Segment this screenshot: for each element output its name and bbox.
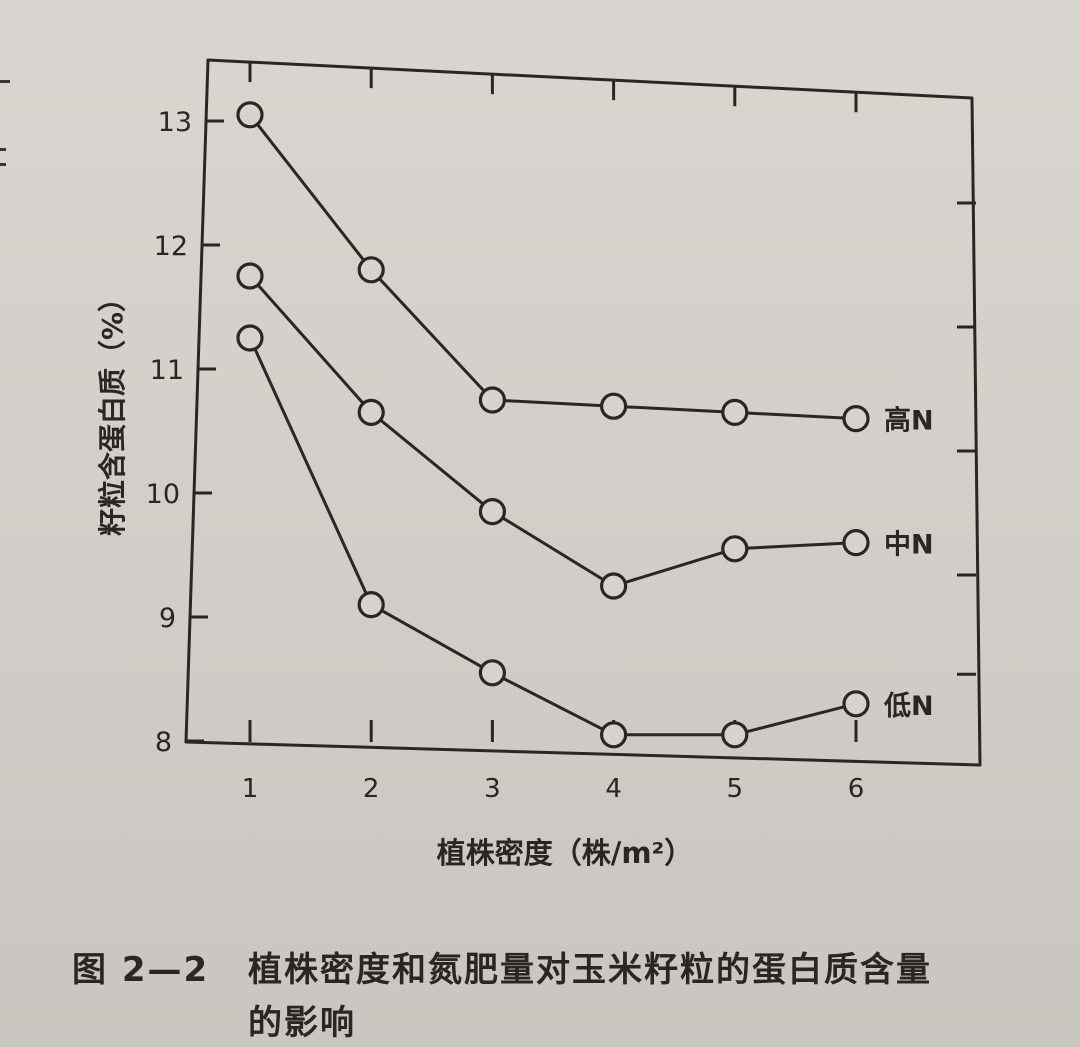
series-line [248, 337, 857, 737]
data-point [721, 398, 749, 426]
figure-caption-line1: 植株密度和氮肥量对玉米籽粒的蛋白质含量 [248, 950, 932, 990]
page-edge-mark [0, 148, 6, 151]
data-point [842, 405, 870, 433]
x-tick-label: 3 [484, 774, 501, 804]
data-point [599, 572, 628, 600]
x-tick-label: 5 [727, 774, 744, 804]
data-point [478, 498, 506, 526]
x-tick-label: 4 [605, 774, 622, 804]
data-point [236, 101, 264, 129]
data-point [842, 528, 870, 557]
y-axis-label: 籽粒含蛋白质（%） [96, 284, 129, 536]
y-tick-label: 10 [146, 479, 180, 510]
data-point [721, 535, 749, 563]
x-tick-label: 6 [848, 774, 865, 804]
series-line [248, 275, 857, 588]
figure-number: 图 2—2 [72, 950, 210, 990]
data-point [357, 590, 385, 619]
data-point [478, 386, 506, 414]
y-tick-label: 12 [154, 231, 188, 262]
data-point [236, 324, 264, 352]
y-tick-label: 13 [158, 107, 192, 138]
x-tick-label: 2 [363, 774, 380, 804]
x-tick-label: 1 [242, 774, 259, 804]
y-tick-label: 9 [159, 603, 176, 634]
series-line [248, 113, 857, 421]
data-point [236, 262, 264, 290]
data-point [842, 690, 870, 718]
data-point [357, 398, 385, 426]
protein-chart: 1 2 3 4 5 68910111213高N中N低N籽粒含蛋白质（%）植株密度（株/m²… [96, 58, 982, 870]
data-point [599, 392, 628, 420]
y-tick-label: 8 [155, 727, 172, 758]
series-label: 低N [883, 691, 934, 722]
data-point [357, 256, 385, 284]
y-tick-label: 11 [150, 355, 184, 386]
x-axis-label: 植株密度（株/m²） [437, 836, 694, 870]
figure-caption-line2: 的影响 [248, 1003, 356, 1043]
data-point [478, 659, 506, 687]
plot-frame [184, 58, 982, 767]
data-point [599, 721, 628, 749]
page-edge-mark [0, 163, 6, 166]
series-label: 高N [884, 405, 934, 437]
data-point [721, 721, 749, 749]
page-edge-mark [0, 80, 10, 83]
series-label: 中N [884, 530, 934, 561]
